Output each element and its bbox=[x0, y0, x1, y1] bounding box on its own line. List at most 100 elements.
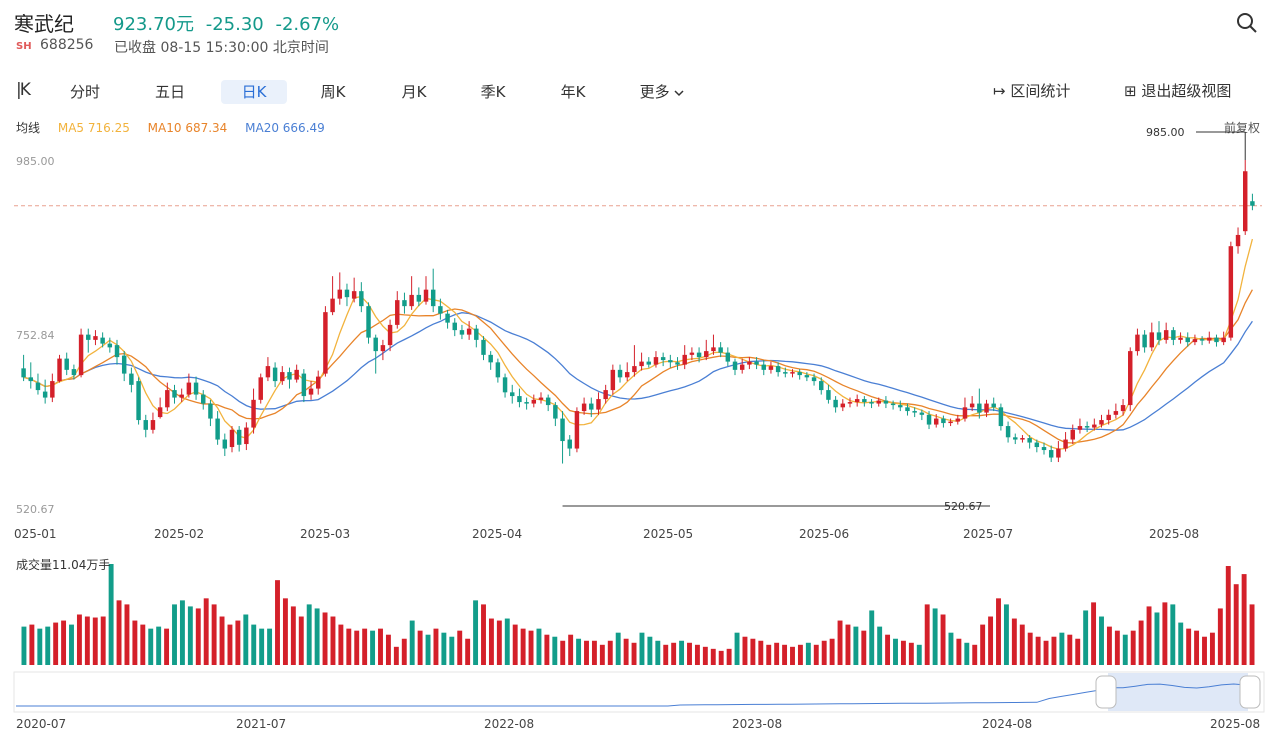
candle bbox=[64, 352, 69, 376]
x-tick-label: 2025-07 bbox=[963, 527, 1013, 541]
volume-bar bbox=[702, 646, 708, 665]
volume-bar bbox=[687, 642, 692, 665]
candle bbox=[423, 276, 429, 305]
search-icon[interactable] bbox=[1236, 12, 1258, 34]
candle bbox=[474, 324, 479, 348]
tab-yuek[interactable]: 月K bbox=[401, 83, 427, 101]
volume-bar bbox=[409, 620, 415, 665]
tab-more[interactable]: 更多 bbox=[630, 80, 694, 104]
volume-bar bbox=[488, 618, 494, 665]
candle-body bbox=[1034, 442, 1040, 448]
candle bbox=[581, 397, 587, 415]
candle-body bbox=[1207, 337, 1212, 341]
candle bbox=[1034, 439, 1040, 453]
volume-bar bbox=[615, 632, 621, 665]
volume-bar bbox=[84, 616, 90, 665]
volume-bar bbox=[449, 636, 455, 665]
candle bbox=[553, 402, 558, 427]
candle-body bbox=[948, 421, 953, 424]
candle-body bbox=[100, 337, 105, 344]
volume-bar bbox=[164, 628, 170, 665]
candle bbox=[409, 276, 414, 310]
candle-body bbox=[1020, 438, 1025, 440]
current-price: 923.70元 bbox=[113, 14, 194, 35]
candle bbox=[301, 369, 307, 403]
volume-bar bbox=[354, 630, 360, 665]
candle-body bbox=[883, 400, 889, 404]
candle-body bbox=[1171, 330, 1176, 340]
candle bbox=[1235, 227, 1241, 254]
volume-bar bbox=[179, 600, 185, 665]
volume-bar bbox=[219, 616, 225, 665]
tab-jik[interactable]: 季K bbox=[480, 83, 506, 101]
candle bbox=[481, 336, 486, 361]
candle bbox=[574, 407, 580, 453]
tab-fenshi[interactable]: 分时 bbox=[69, 83, 100, 101]
candle-body bbox=[186, 382, 192, 395]
candle-body bbox=[1092, 424, 1097, 428]
volume-bar bbox=[298, 616, 304, 665]
candle bbox=[272, 362, 278, 388]
volume-bar bbox=[21, 626, 27, 665]
volume-bar bbox=[544, 634, 550, 665]
candle-body bbox=[941, 418, 946, 424]
volume-bar bbox=[370, 630, 376, 665]
x-tick-label: 025-01 bbox=[14, 527, 57, 541]
candle bbox=[538, 392, 544, 404]
sidebar-toggle-icon[interactable]: |K bbox=[16, 80, 31, 100]
candle-body bbox=[826, 390, 831, 400]
candle bbox=[1135, 328, 1140, 356]
candle-body bbox=[689, 352, 695, 355]
candle-body bbox=[1063, 439, 1068, 449]
candle-body bbox=[1185, 337, 1190, 343]
candle-body bbox=[71, 369, 77, 376]
volume-bar bbox=[1162, 602, 1168, 665]
candle-body bbox=[1128, 351, 1133, 406]
candle-body bbox=[351, 291, 357, 299]
exit-super-view-button[interactable]: ⊞ 退出超级视图 bbox=[1124, 80, 1231, 101]
volume-bar bbox=[243, 614, 249, 665]
volume-bar bbox=[1209, 632, 1215, 665]
candle-body bbox=[86, 334, 91, 340]
volume-bar bbox=[69, 624, 74, 665]
candle-body bbox=[229, 429, 235, 448]
candle-body bbox=[1113, 411, 1119, 415]
candle bbox=[617, 364, 623, 383]
volume-bar bbox=[37, 628, 43, 665]
candle-body bbox=[179, 394, 184, 398]
overview-handle-right[interactable] bbox=[1239, 675, 1261, 709]
candle-body bbox=[754, 361, 759, 365]
volume-bar bbox=[584, 640, 589, 665]
candle bbox=[833, 396, 838, 413]
candle-body bbox=[783, 372, 788, 374]
tab-rik[interactable]: 日K bbox=[221, 80, 287, 104]
candle-body bbox=[416, 294, 422, 302]
candle bbox=[430, 268, 436, 313]
volume-bar bbox=[924, 604, 930, 665]
volume-bar bbox=[766, 644, 772, 665]
candle bbox=[545, 394, 551, 412]
candle-body bbox=[452, 322, 457, 331]
tab-zhouk[interactable]: 周K bbox=[320, 83, 346, 101]
volume-bar bbox=[647, 636, 653, 665]
candle-body bbox=[696, 352, 702, 358]
candle-body bbox=[862, 399, 867, 403]
x-tick-label: 2025-05 bbox=[643, 527, 693, 541]
tab-niank[interactable]: 年K bbox=[560, 83, 586, 101]
range-stat-button[interactable]: ↦ 区间统计 bbox=[993, 80, 1070, 101]
volume-label: 成交量11.04万手 bbox=[16, 558, 111, 572]
candle-body bbox=[1235, 234, 1241, 247]
candle-body bbox=[93, 336, 98, 340]
candle bbox=[351, 277, 357, 303]
volume-bar bbox=[496, 620, 502, 665]
candle-body bbox=[1178, 337, 1183, 340]
candle-body bbox=[466, 328, 472, 335]
candle bbox=[819, 377, 824, 395]
candle bbox=[136, 377, 141, 425]
volume-bar bbox=[1091, 602, 1097, 665]
overview-handle-left[interactable] bbox=[1095, 675, 1117, 709]
volume-bar bbox=[235, 620, 241, 665]
volume-bar bbox=[512, 624, 518, 665]
tab-wuri[interactable]: 五日 bbox=[154, 83, 185, 101]
